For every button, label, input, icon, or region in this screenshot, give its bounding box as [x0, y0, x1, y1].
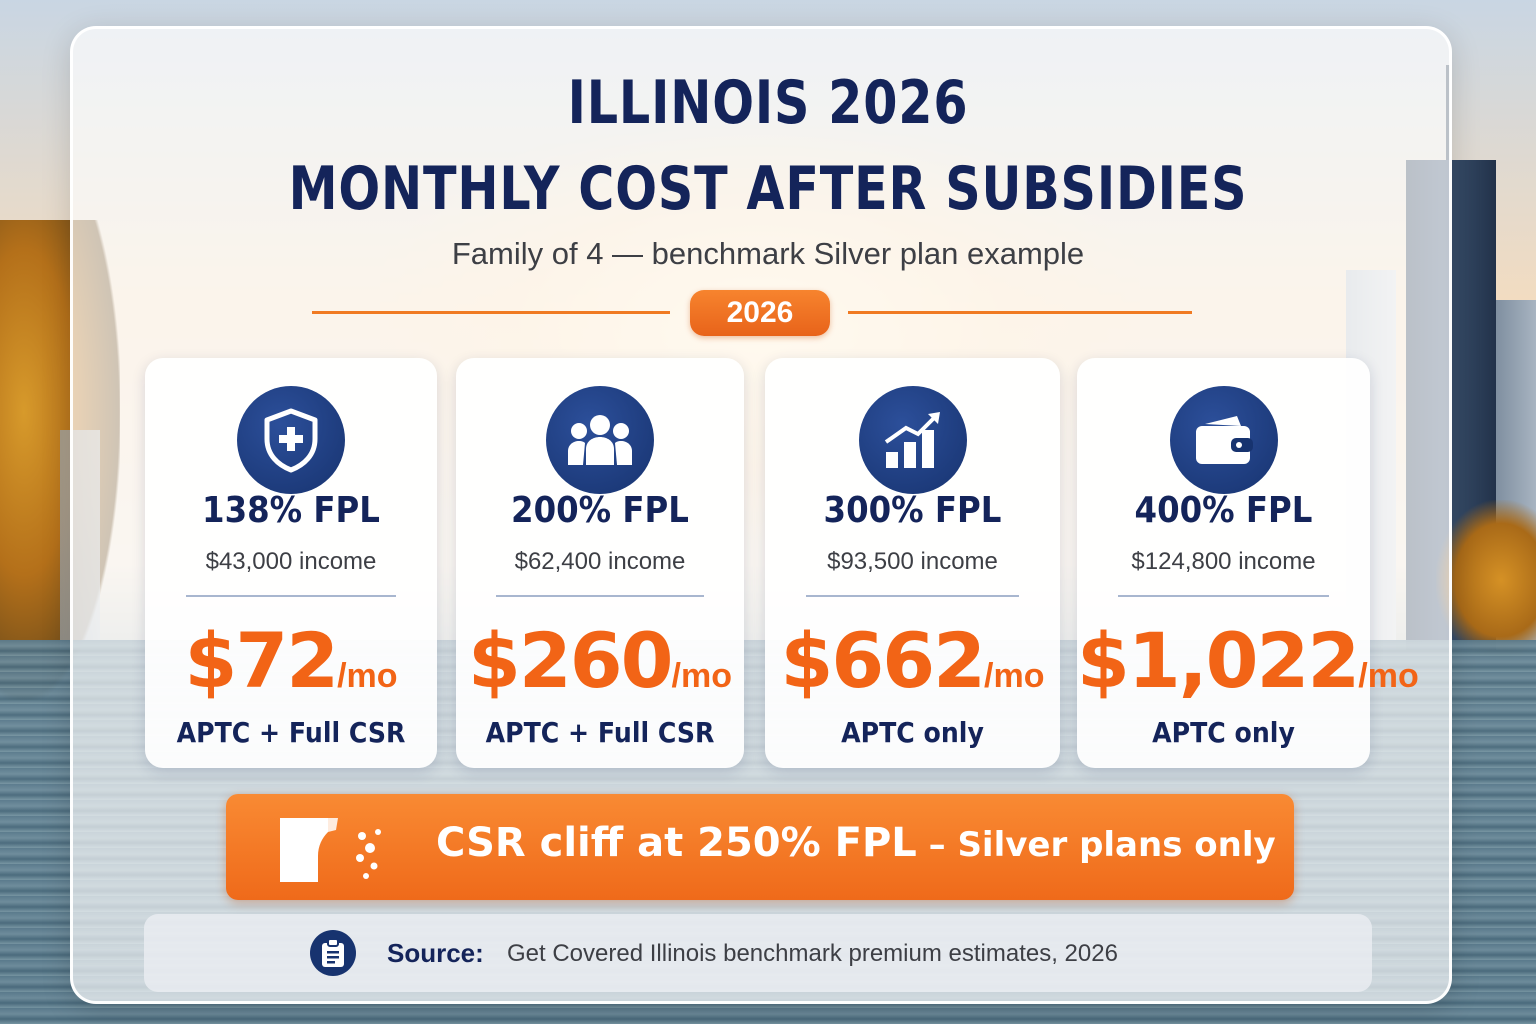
income-value: $43,000 income	[205, 548, 377, 575]
fpl-label: 400% FPL	[1134, 490, 1313, 531]
fpl-card-200: 200% FPL $62,400 income $260/mo APTC + F…	[456, 358, 744, 768]
monthly-cost: $72/mo	[145, 616, 437, 705]
clipboard-icon	[310, 930, 356, 976]
wallet-icon	[1169, 386, 1278, 494]
csr-cliff-banner: CSR cliff at 250% FPL – Silver plans onl…	[226, 794, 1294, 900]
year-badge: 2026	[690, 290, 830, 336]
cliff-sub-text: – Silver plans only	[916, 825, 1276, 865]
cliff-text: CSR cliff at 250% FPL – Silver plans onl…	[436, 820, 1276, 866]
title-line-2: MONTHLY COST AFTER SUBSIDIES	[288, 154, 1248, 224]
page-title: ILLINOIS 2026 MONTHLY COST AFTER SUBSIDI…	[138, 60, 1398, 232]
fpl-card-400: 400% FPL $124,800 income $1,022/mo APTC …	[1077, 358, 1419, 768]
monthly-cost: $260/mo	[456, 616, 744, 705]
cost-unit: /mo	[337, 657, 398, 695]
growth-chart-icon	[858, 386, 967, 494]
subsidy-note: APTC + Full CSR	[176, 716, 406, 749]
cost-amount: $260	[468, 616, 674, 705]
fpl-label: 200% FPL	[511, 490, 689, 531]
cost-unit: /mo	[671, 657, 732, 695]
card-divider	[806, 595, 1019, 597]
income-value: $93,500 income	[827, 548, 998, 575]
card-divider	[185, 595, 397, 597]
fpl-card-138: 138% FPL $43,000 income $72/mo APTC + Fu…	[145, 358, 437, 768]
fpl-card-300: 300% FPL $93,500 income $662/mo APTC onl…	[765, 358, 1060, 768]
cost-amount: $72	[184, 616, 339, 705]
cost-amount: $662	[780, 616, 987, 705]
card-divider	[1118, 595, 1329, 597]
cliff-drop-icon	[278, 812, 396, 884]
subtitle: Family of 4 — benchmark Silver plan exam…	[451, 236, 1085, 271]
cliff-main-text: CSR cliff at 250% FPL	[436, 820, 917, 866]
monthly-cost: $1,022/mo	[1077, 616, 1419, 705]
family-group-icon	[546, 386, 654, 494]
income-value: $62,400 income	[514, 548, 686, 575]
title-line-1: ILLINOIS 2026	[567, 68, 969, 138]
source-text: Get Covered Illinois benchmark premium e…	[507, 940, 1118, 967]
shield-plus-icon	[237, 386, 345, 494]
source-label: Source:	[387, 938, 484, 968]
card-divider	[496, 595, 704, 597]
cost-amount: $1,022	[1077, 616, 1360, 705]
subsidy-note: APTC only	[841, 716, 984, 749]
fpl-label: 300% FPL	[823, 490, 1002, 531]
fpl-label: 138% FPL	[202, 490, 380, 531]
source-content: Source: Get Covered Illinois benchmark p…	[144, 914, 1372, 992]
monthly-cost: $662/mo	[765, 616, 1060, 705]
subsidy-note: APTC + Full CSR	[485, 716, 715, 749]
cost-unit: /mo	[1358, 657, 1419, 695]
subsidy-note: APTC only	[1152, 716, 1295, 749]
trees-right	[1436, 500, 1536, 660]
cost-unit: /mo	[984, 657, 1045, 695]
income-value: $124,800 income	[1131, 548, 1316, 575]
year-divider-right	[848, 311, 1192, 314]
year-divider-left	[312, 311, 670, 314]
